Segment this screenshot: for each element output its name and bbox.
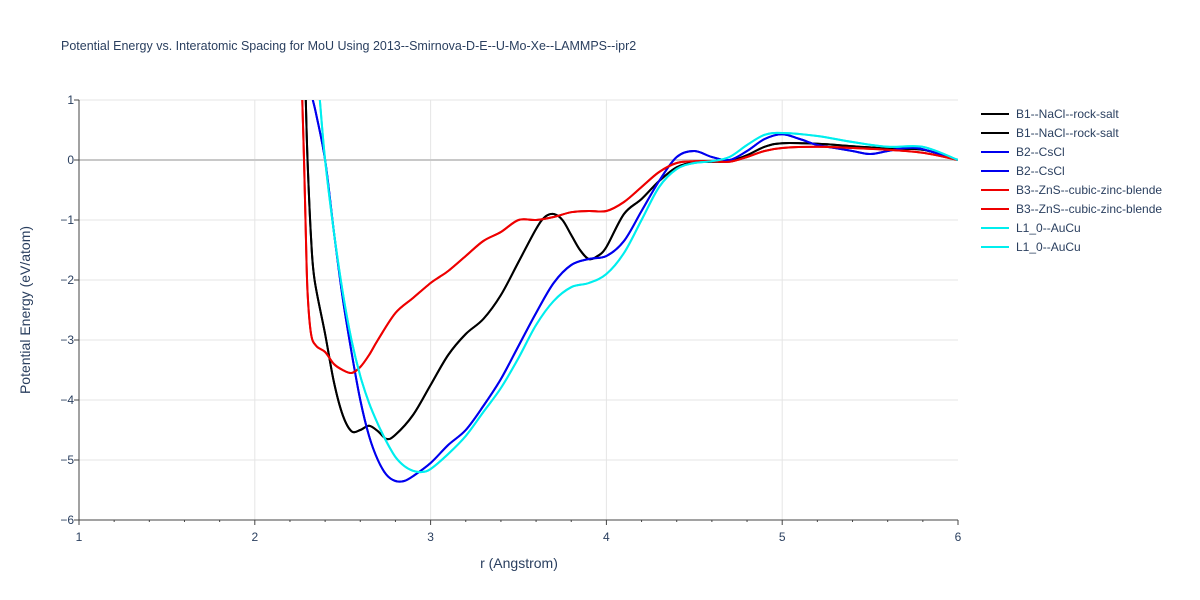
x-tick-label: 1: [76, 530, 83, 544]
grid: [79, 99, 958, 520]
y-tick-label: −3: [60, 333, 74, 347]
legend-item[interactable]: B1--NaCl--rock-salt: [981, 126, 1119, 140]
legend[interactable]: B1--NaCl--rock-salt B1--NaCl--rock-salt B2…: [981, 107, 1162, 254]
plot-area: [301, 100, 958, 483]
legend-label: L1_0--AuCu: [1016, 221, 1081, 235]
y-tick-label: −5: [60, 453, 74, 467]
x-tick-label: 2: [251, 530, 258, 544]
x-tick-label: 5: [779, 530, 786, 544]
legend-item[interactable]: B3--ZnS--cubic-zinc-blende: [981, 202, 1162, 216]
legend-label: B3--ZnS--cubic-zinc-blende: [1016, 183, 1162, 197]
y-tick-label: −2: [60, 273, 74, 287]
series-line-2: [304, 100, 958, 441]
legend-item[interactable]: B1--NaCl--rock-salt: [981, 107, 1119, 121]
x-tick-label: 4: [603, 530, 610, 544]
series-line-3: [311, 100, 958, 483]
legend-item[interactable]: B2--CsCl: [981, 145, 1065, 159]
axes: 1 2 3 4 5 6 1 0 −1 −2 −3 −4 −5 −6: [60, 93, 961, 544]
series-line-4: [311, 100, 958, 483]
x-tick-label: 6: [955, 530, 962, 544]
y-tick-label: −6: [60, 513, 74, 527]
chart-title: Potential Energy vs. Interatomic Spacing…: [61, 39, 636, 53]
legend-item[interactable]: B2--CsCl: [981, 164, 1065, 178]
y-tick-label: 0: [67, 153, 74, 167]
legend-label: L1_0--AuCu: [1016, 240, 1081, 254]
legend-label: B1--NaCl--rock-salt: [1016, 107, 1119, 121]
y-axis-title: Potential Energy (eV/atom): [17, 226, 33, 394]
legend-label: B3--ZnS--cubic-zinc-blende: [1016, 202, 1162, 216]
x-tick-label: 3: [427, 530, 434, 544]
legend-label: B1--NaCl--rock-salt: [1016, 126, 1119, 140]
series-line-8: [318, 100, 958, 474]
legend-label: B2--CsCl: [1016, 164, 1065, 178]
legend-item[interactable]: L1_0--AuCu: [981, 240, 1081, 254]
legend-item[interactable]: B3--ZnS--cubic-zinc-blende: [981, 183, 1162, 197]
y-tick-label: −4: [60, 393, 74, 407]
legend-label: B2--CsCl: [1016, 145, 1065, 159]
y-tick-label: 1: [67, 93, 74, 107]
series-line-7: [318, 100, 958, 474]
legend-item[interactable]: L1_0--AuCu: [981, 221, 1081, 235]
x-axis-title: r (Angstrom): [480, 555, 558, 571]
series-line-5: [301, 100, 958, 375]
series-line-1: [304, 100, 958, 441]
series-line-6: [301, 100, 958, 375]
y-tick-label: −1: [60, 213, 74, 227]
